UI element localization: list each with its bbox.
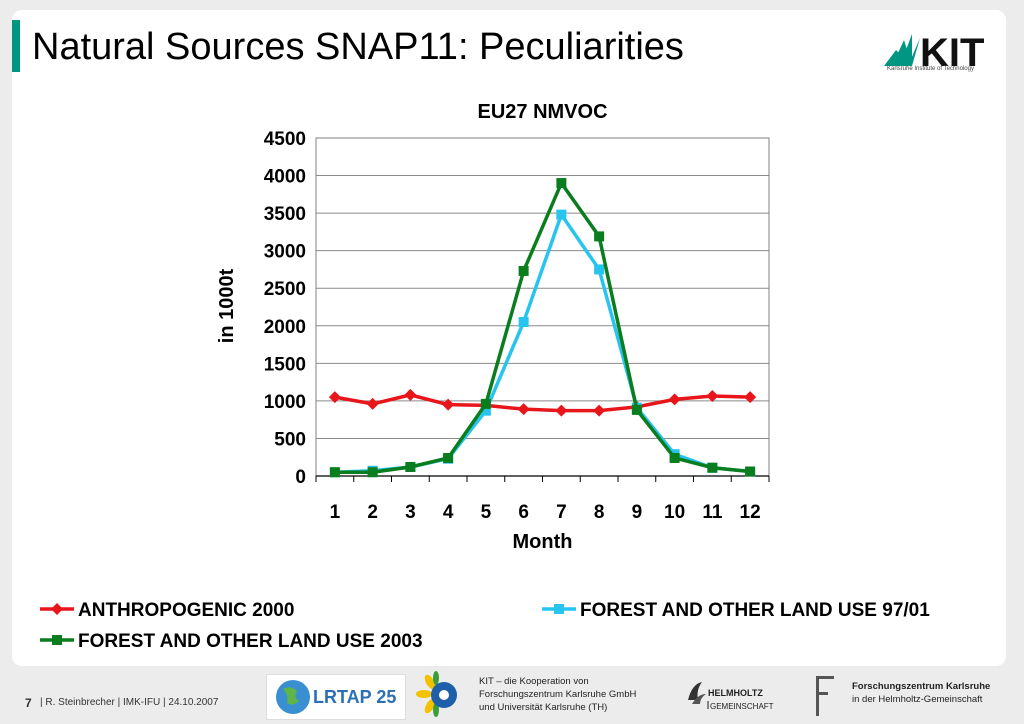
lrtap-logo: LRTAP 25 [266, 674, 406, 720]
x-tick-label: 1 [330, 502, 341, 523]
y-tick-label: 2000 [264, 317, 306, 338]
kit-logo-subtitle: Karlsruhe Institute of Technology [887, 66, 974, 72]
plot-area-frame [315, 137, 770, 477]
data-point-series-3 [594, 231, 605, 242]
footer-author-text: | R. Steinbrecher | IMK-IFU | 24.10.2007 [40, 697, 219, 708]
data-point-series-3 [707, 462, 718, 473]
y-tick-label: 2500 [264, 279, 306, 300]
legend-marker-3 [52, 635, 62, 645]
lrtap-logo-text: LRTAP 25 [313, 687, 396, 707]
data-point-series-1 [706, 390, 719, 403]
page-number: 7 [25, 696, 32, 710]
x-tick-label: 3 [405, 502, 416, 523]
fzk-text: Forschungszentrum Karlsruhe in der Helmh… [852, 680, 990, 706]
data-point-series-1 [366, 397, 379, 410]
kit-coop-line-3: und Universität Karlsruhe (TH) [479, 702, 608, 713]
data-point-series-1 [744, 391, 757, 404]
legend-label-3: FOREST AND OTHER LAND USE 2003 [78, 631, 423, 652]
legend-marker-1 [51, 603, 63, 615]
x-tick-label: 4 [443, 502, 454, 523]
data-point-series-3 [745, 466, 756, 477]
y-tick-label: 4000 [264, 167, 306, 188]
x-tick-label: 8 [594, 502, 605, 523]
data-point-series-3 [631, 404, 642, 415]
x-tick-label: 7 [556, 502, 567, 523]
legend-label-1: ANTHROPOGENIC 2000 [78, 600, 294, 621]
series-line-3 [334, 181, 751, 474]
title-accent-bar [12, 20, 20, 72]
kit-coop-line-2: Forschungszentrum Karlsruhe GmbH [479, 689, 637, 700]
data-point-series-3 [329, 467, 340, 478]
gear-logo-icon [416, 671, 457, 717]
nmvoc-line-chart: EU27 NMVOC 0 500 1000 1500 2000 2500 3000 3500 40… [40, 101, 930, 652]
data-point-series-2 [480, 405, 491, 416]
data-point-series-2 [594, 264, 605, 275]
helmholtz-logo: HELMHOLTZ GEMEINSCHAFT [688, 682, 774, 711]
fzk-subtitle: in der Helmholtz-Gemeinschaft [852, 694, 983, 705]
x-tick-label: 10 [664, 502, 685, 523]
data-point-series-3 [518, 265, 529, 276]
slide: Natural Sources SNAP11: Peculiarities KI… [12, 10, 1006, 666]
x-tick-label: 5 [481, 502, 492, 523]
y-tick-label: 1500 [264, 354, 306, 375]
legend-marker-2 [554, 604, 564, 614]
x-tick-label: 11 [702, 502, 723, 523]
legend-label-2: FOREST AND OTHER LAND USE 97/01 [580, 600, 930, 621]
x-tick-label: 2 [367, 502, 378, 523]
data-point-series-3 [669, 452, 680, 463]
data-point-series-3 [405, 461, 416, 472]
y-tick-label: 3500 [264, 204, 306, 225]
data-point-series-1 [668, 393, 681, 406]
series-line-2 [334, 212, 751, 474]
data-point-series-1 [328, 391, 341, 404]
data-point-series-2 [556, 209, 567, 220]
y-tick-label: 500 [274, 429, 306, 450]
x-tick-label: 12 [740, 502, 761, 523]
y-tick-label: 0 [295, 467, 306, 488]
fzk-logo [816, 676, 834, 716]
x-tick-label: 6 [518, 502, 529, 523]
data-point-series-2 [518, 317, 529, 328]
kit-logo: KIT [884, 31, 984, 75]
kit-logo-text: KIT [920, 31, 984, 75]
kit-cooperation-text: KIT – die Kooperation von Forschungszent… [479, 675, 636, 714]
data-point-series-3 [556, 178, 567, 189]
x-axis-label: Month [513, 531, 573, 553]
fzk-title: Forschungszentrum Karlsruhe [852, 681, 991, 692]
y-tick-label: 4500 [264, 129, 306, 150]
chart-title: EU27 NMVOC [477, 101, 607, 123]
data-point-series-1 [442, 398, 455, 411]
data-point-series-1 [517, 403, 530, 416]
footer: 7 | R. Steinbrecher | IMK-IFU | 24.10.20… [0, 668, 1024, 724]
series-line-1 [334, 393, 751, 413]
data-point-series-3 [443, 452, 454, 463]
data-point-series-1 [593, 404, 606, 417]
data-point-series-1 [404, 388, 417, 401]
helmholtz-logo-line-2: GEMEINSCHAFT [710, 702, 774, 711]
y-tick-label: 3000 [264, 242, 306, 263]
data-point-series-1 [555, 404, 568, 417]
kit-coop-line-1: KIT – die Kooperation von [479, 676, 589, 687]
slide-title: Natural Sources SNAP11: Peculiarities [32, 26, 684, 68]
x-tick-label: 9 [632, 502, 643, 523]
y-axis-label: in 1000t [216, 268, 238, 343]
data-point-series-3 [480, 398, 491, 409]
data-point-series-3 [367, 467, 378, 478]
y-tick-label: 1000 [264, 392, 306, 413]
helmholtz-logo-line-1: HELMHOLTZ [708, 688, 763, 698]
